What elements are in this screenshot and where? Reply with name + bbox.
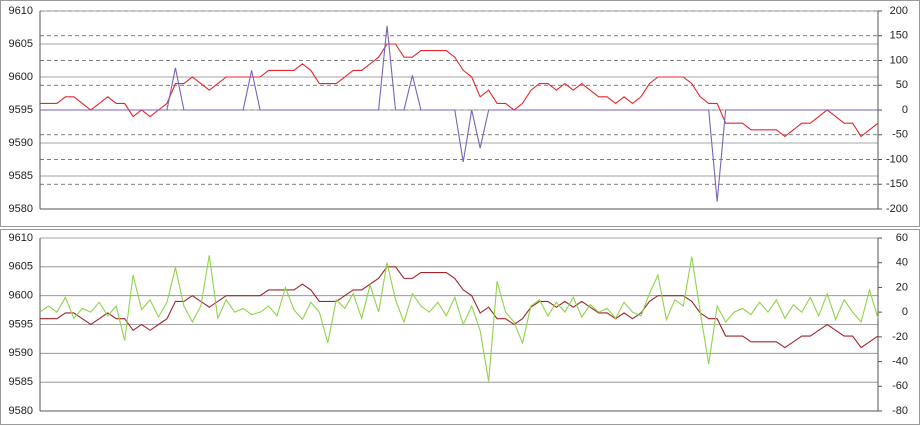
series-line xyxy=(39,255,879,382)
y-tick-label: 9590 xyxy=(9,137,33,149)
y2-tick-label: 150 xyxy=(890,30,908,42)
series-line xyxy=(40,266,879,349)
y2-tick-label: 20 xyxy=(896,281,908,293)
y2-tick-label: -150 xyxy=(886,178,908,190)
y-tick-label: 9595 xyxy=(9,104,33,116)
y-tick-label: 9590 xyxy=(9,347,33,359)
y2-tick-label: 60 xyxy=(896,232,908,244)
y-tick-label: 9580 xyxy=(9,203,33,215)
y2-tick-label: 100 xyxy=(890,54,908,66)
y-tick-label: 9600 xyxy=(9,71,33,83)
y-tick-label: 9610 xyxy=(9,232,33,244)
y-tick-label: 9605 xyxy=(9,261,33,273)
y-tick-label: 9580 xyxy=(9,405,33,417)
y2-tick-label: -200 xyxy=(886,203,908,215)
y-tick-label: 9605 xyxy=(9,38,33,50)
panel-frame xyxy=(0,229,920,425)
y2-tick-label: 40 xyxy=(896,257,908,269)
y2-tick-label: -50 xyxy=(892,129,908,141)
y2-tick-label: 0 xyxy=(902,306,908,318)
panel-frame xyxy=(0,0,920,227)
y2-tick-label: -80 xyxy=(892,405,908,417)
series-line xyxy=(40,25,878,202)
y2-tick-label: -100 xyxy=(886,153,908,165)
y2-tick-label: -40 xyxy=(892,355,908,367)
y2-tick-label: -60 xyxy=(892,380,908,392)
y-tick-label: 9585 xyxy=(9,376,33,388)
y-tick-label: 9600 xyxy=(9,290,33,302)
y2-tick-label: 200 xyxy=(890,5,908,17)
y-tick-label: 9595 xyxy=(9,318,33,330)
y2-tick-label: 50 xyxy=(896,79,908,91)
y-tick-label: 9610 xyxy=(9,5,33,17)
y2-tick-label: 0 xyxy=(902,104,908,116)
y2-tick-label: -20 xyxy=(892,331,908,343)
y-tick-label: 9585 xyxy=(9,170,33,182)
series-line xyxy=(40,43,879,138)
